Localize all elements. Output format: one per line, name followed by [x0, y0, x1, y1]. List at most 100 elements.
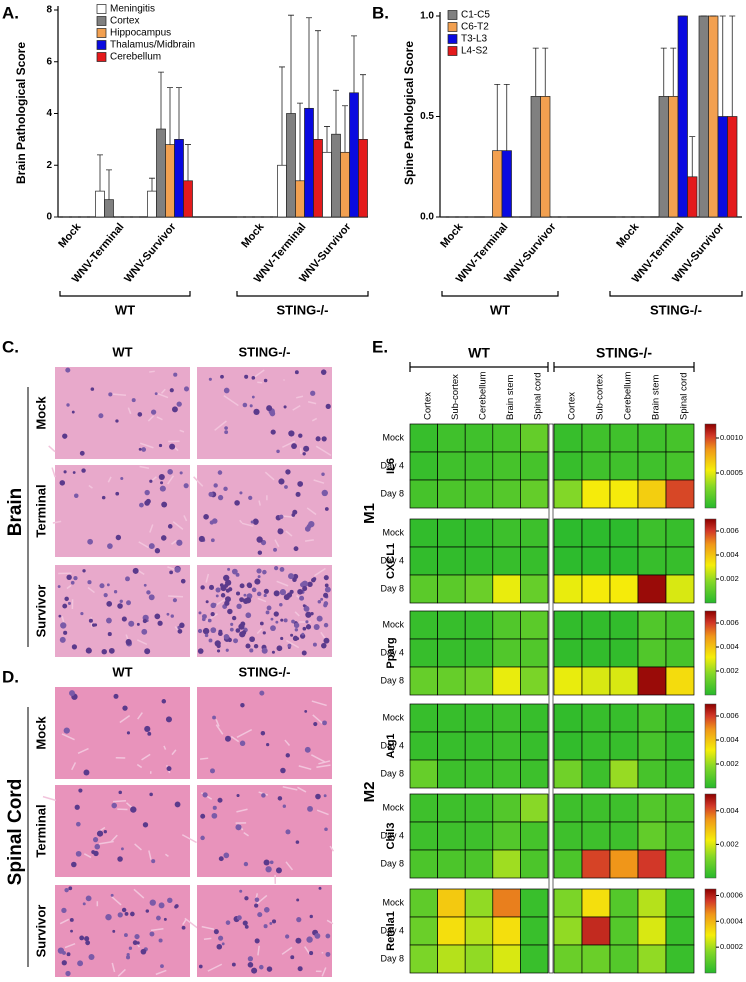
row-label: Day 8	[380, 583, 404, 593]
heatmap-cell	[553, 849, 583, 879]
heatmap-cell	[553, 944, 583, 974]
heatmap-cell	[637, 888, 667, 918]
tissue-fiber	[230, 735, 240, 743]
nucleus	[239, 491, 243, 495]
nucleus	[225, 579, 232, 586]
heatmap-cell	[464, 849, 494, 879]
tissue-fiber	[276, 580, 289, 587]
bar	[687, 176, 698, 218]
nucleus	[72, 471, 76, 474]
row-label: Day 8	[380, 768, 404, 778]
error-bar	[342, 105, 348, 153]
nucleus	[307, 805, 313, 812]
heatmap-cell	[553, 610, 583, 640]
heatmap-cell	[581, 638, 611, 668]
colorbar	[704, 610, 717, 696]
error-bar	[167, 87, 173, 145]
nucleus	[146, 590, 151, 595]
nucleus	[213, 483, 218, 488]
x-tick-label: Mock	[614, 220, 642, 250]
nucleus	[173, 372, 178, 377]
nucleus	[66, 403, 70, 407]
nucleus	[223, 852, 230, 859]
nucleus	[244, 374, 249, 379]
heatmap-cell	[553, 574, 583, 604]
nucleus	[183, 483, 189, 489]
nucleus	[79, 935, 85, 941]
nucleus	[302, 452, 306, 456]
nucleus	[134, 934, 140, 940]
colorbar	[704, 423, 717, 509]
nucleus	[231, 962, 236, 967]
legend-label: Thalamus/Midbrain	[110, 40, 195, 51]
row-label: Day 8	[380, 488, 404, 498]
bar	[322, 151, 332, 218]
class-label: M2	[361, 782, 378, 803]
nucleus	[94, 843, 101, 850]
nucleus	[263, 588, 269, 594]
heatmap-cell	[665, 574, 695, 604]
bar	[277, 164, 287, 218]
heatmap-cell	[520, 888, 549, 918]
nucleus	[269, 860, 274, 865]
nucleus	[77, 960, 84, 967]
nucleus	[90, 387, 95, 391]
bar	[174, 139, 184, 218]
nucleus	[233, 638, 239, 644]
nucleus	[148, 594, 155, 601]
nucleus	[96, 830, 104, 837]
nucleus	[325, 951, 331, 957]
nucleus	[276, 645, 283, 652]
nucleus	[271, 650, 275, 654]
nucleus	[252, 518, 259, 525]
heatmap-cell	[553, 759, 583, 789]
nucleus	[225, 920, 231, 925]
nucleus	[279, 589, 287, 596]
tissue-fiber	[171, 749, 177, 756]
heatmap-cell	[464, 916, 494, 946]
heatmap-cell	[464, 638, 494, 668]
nucleus	[311, 577, 316, 583]
nucleus	[128, 620, 135, 627]
tissue-fiber	[294, 611, 300, 617]
tissue-fiber	[236, 808, 248, 813]
nucleus	[160, 535, 167, 541]
nucleus	[254, 903, 259, 908]
nucleus	[266, 966, 273, 972]
heatmap-cell	[437, 479, 466, 509]
error-bar	[689, 136, 696, 177]
nucleus	[210, 538, 215, 543]
heatmap-cell	[637, 546, 667, 576]
nucleus	[323, 622, 329, 628]
tissue-fiber	[257, 597, 267, 603]
tissue-fiber	[87, 586, 95, 594]
heatmap-cell	[665, 916, 695, 946]
nucleus	[62, 603, 68, 609]
heatmap-cell	[581, 666, 611, 696]
tissue-fiber	[111, 962, 116, 973]
heatmap-cell	[520, 518, 549, 548]
nucleus	[218, 631, 223, 637]
tissue-fiber	[167, 475, 175, 485]
bar	[540, 96, 551, 218]
column-label: Brain stem	[505, 375, 516, 420]
heatmap-cell	[520, 666, 549, 696]
heatmap-cell	[437, 574, 466, 604]
nucleus	[132, 567, 139, 574]
heatmap-cell	[609, 574, 639, 604]
nucleus	[78, 788, 83, 793]
colorbar-tick-label: 0.002	[720, 574, 739, 583]
nucleus	[263, 593, 267, 598]
nucleus	[253, 643, 259, 649]
column-label: WT	[112, 664, 132, 679]
nucleus	[74, 804, 80, 810]
heatmap-cell	[437, 888, 466, 918]
nucleus	[202, 627, 210, 635]
tissue-fiber	[284, 739, 291, 746]
colorbar-tick-label: 0.006	[720, 711, 739, 720]
nucleus	[57, 585, 61, 589]
nucleus	[292, 509, 298, 515]
heatmap-cell	[637, 451, 667, 481]
nucleus	[59, 636, 66, 643]
